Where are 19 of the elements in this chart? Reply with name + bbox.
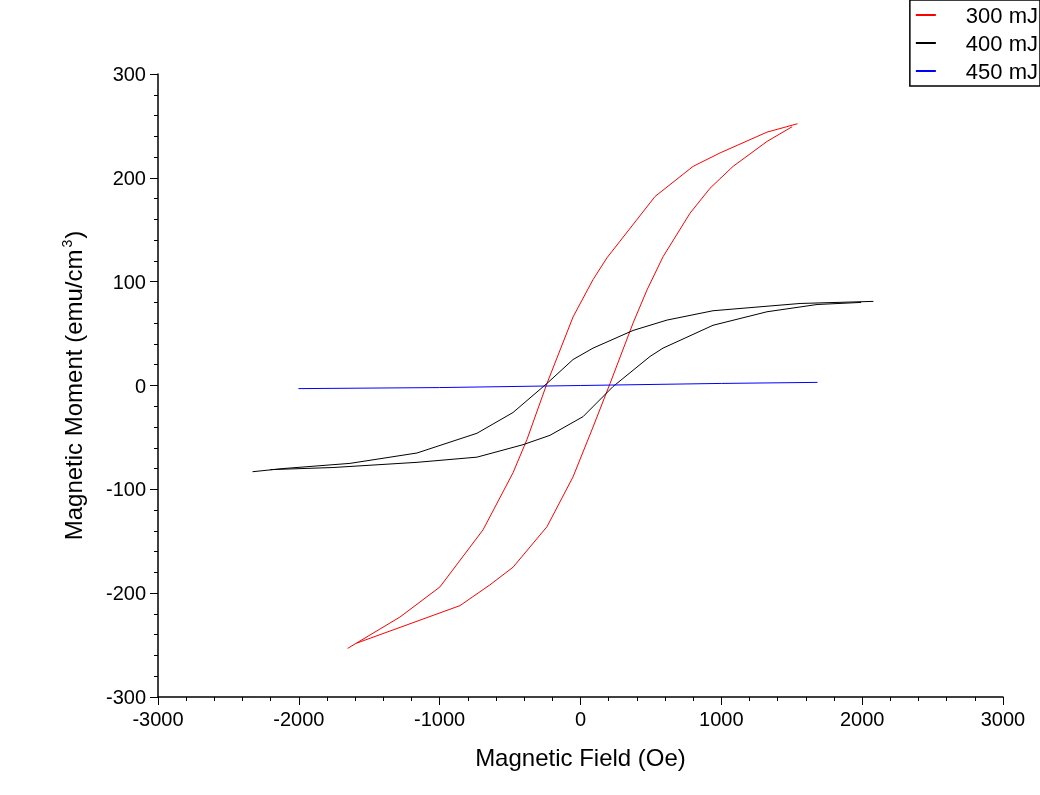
y-tick-label: 200	[112, 166, 146, 189]
legend-label: 450 mJ	[965, 58, 1039, 84]
y-tick-label: 300	[112, 63, 146, 85]
y-tick-label: -200	[105, 582, 146, 605]
x-tick-label: 1000	[699, 708, 744, 730]
x-tick-label: -3000	[132, 708, 184, 730]
y-tick-label: 100	[112, 270, 146, 293]
x-tick-label: -1000	[414, 708, 466, 730]
legend-label: 400 mJ	[965, 30, 1039, 56]
legend-label: 300 mJ	[965, 2, 1039, 28]
y-tick-label: -300	[105, 686, 146, 708]
x-tick-label: -2000	[273, 708, 325, 730]
x-tick-label: 0	[574, 708, 587, 730]
x-axis-title: Magnetic Field (Oe)	[475, 743, 686, 771]
y-tick-label: -100	[105, 478, 146, 501]
x-tick-label: 2000	[839, 708, 885, 730]
x-tick-label: 3000	[980, 708, 1026, 730]
y-tick-label: 0	[134, 374, 146, 397]
y-axis-title: Magnetic Moment (emu/cm3)	[59, 230, 87, 541]
